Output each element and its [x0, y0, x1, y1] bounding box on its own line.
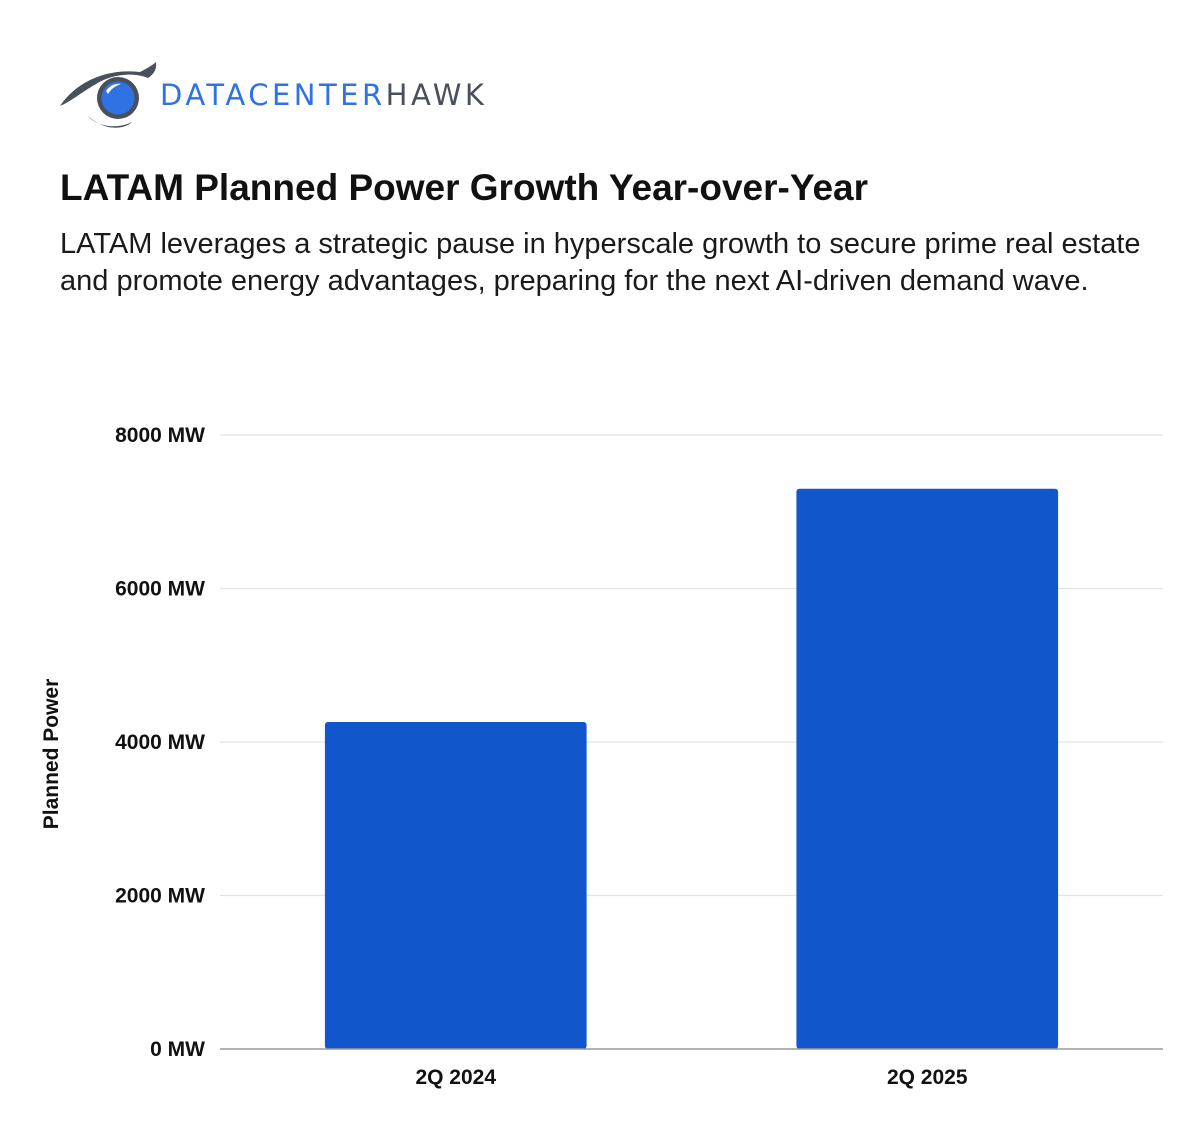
y-tick-label: 6000 MW [115, 578, 205, 601]
bar [796, 488, 1059, 1050]
bar [324, 722, 587, 1049]
y-tick-label: 2000 MW [115, 885, 205, 908]
x-tick-label: 2Q 2025 [887, 1066, 968, 1089]
chart-title: LATAM Planned Power Growth Year-over-Yea… [60, 167, 869, 208]
hawk-eye-icon [60, 62, 157, 128]
brand-wordmark: DATACENTERHAWK [160, 77, 488, 112]
y-tick-label: 8000 MW [115, 424, 205, 447]
brand-name-primary: DATACENTER [160, 77, 386, 112]
x-tick-label: 2Q 2024 [415, 1066, 496, 1089]
y-tick-label: 4000 MW [115, 731, 205, 754]
brand-name-secondary: HAWK [385, 77, 488, 112]
chart-subtitle: LATAM leverages a strategic pause in hyp… [60, 228, 1141, 297]
brand-logo: DATACENTERHAWK [58, 60, 487, 130]
y-tick-label: 0 MW [150, 1038, 205, 1061]
y-axis-title: Planned Power [40, 679, 63, 830]
